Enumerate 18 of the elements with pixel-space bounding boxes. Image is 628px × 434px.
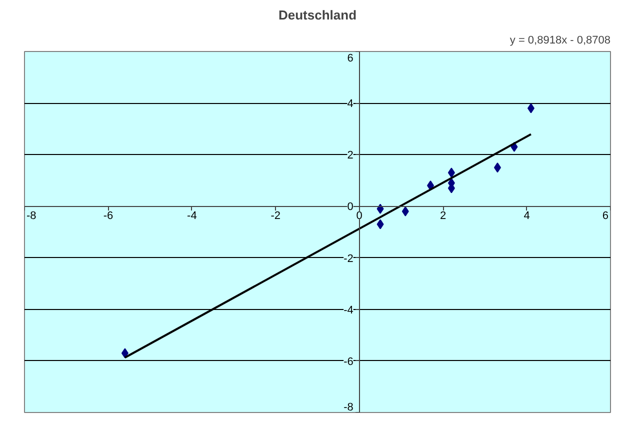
x-tick-label: -6 (103, 210, 114, 222)
text: y = 0,8918x - 0,8708 (510, 34, 611, 46)
x-tick-label: -4 (187, 210, 197, 222)
y-tick-label: 0 (347, 201, 354, 214)
y-tick-label: -4 (344, 304, 354, 316)
x-tick-label: -2 (270, 210, 281, 222)
x-tick-label: 6 (602, 210, 609, 222)
y-tick-label: 2 (347, 150, 354, 162)
y-tick-label: -2 (344, 252, 354, 265)
x-tick-label: 2 (440, 210, 446, 222)
y-tick-label: -6 (344, 356, 354, 368)
chart-title: Deutschland (278, 8, 357, 22)
x-tick-label: -8 (26, 210, 36, 222)
x-tick-label: 0 (356, 210, 362, 222)
y-tick-label: 6 (347, 52, 354, 64)
y-tick-label: 4 (347, 98, 354, 110)
y-tick-label: -8 (344, 402, 354, 414)
x-tick-label: 4 (524, 210, 530, 222)
